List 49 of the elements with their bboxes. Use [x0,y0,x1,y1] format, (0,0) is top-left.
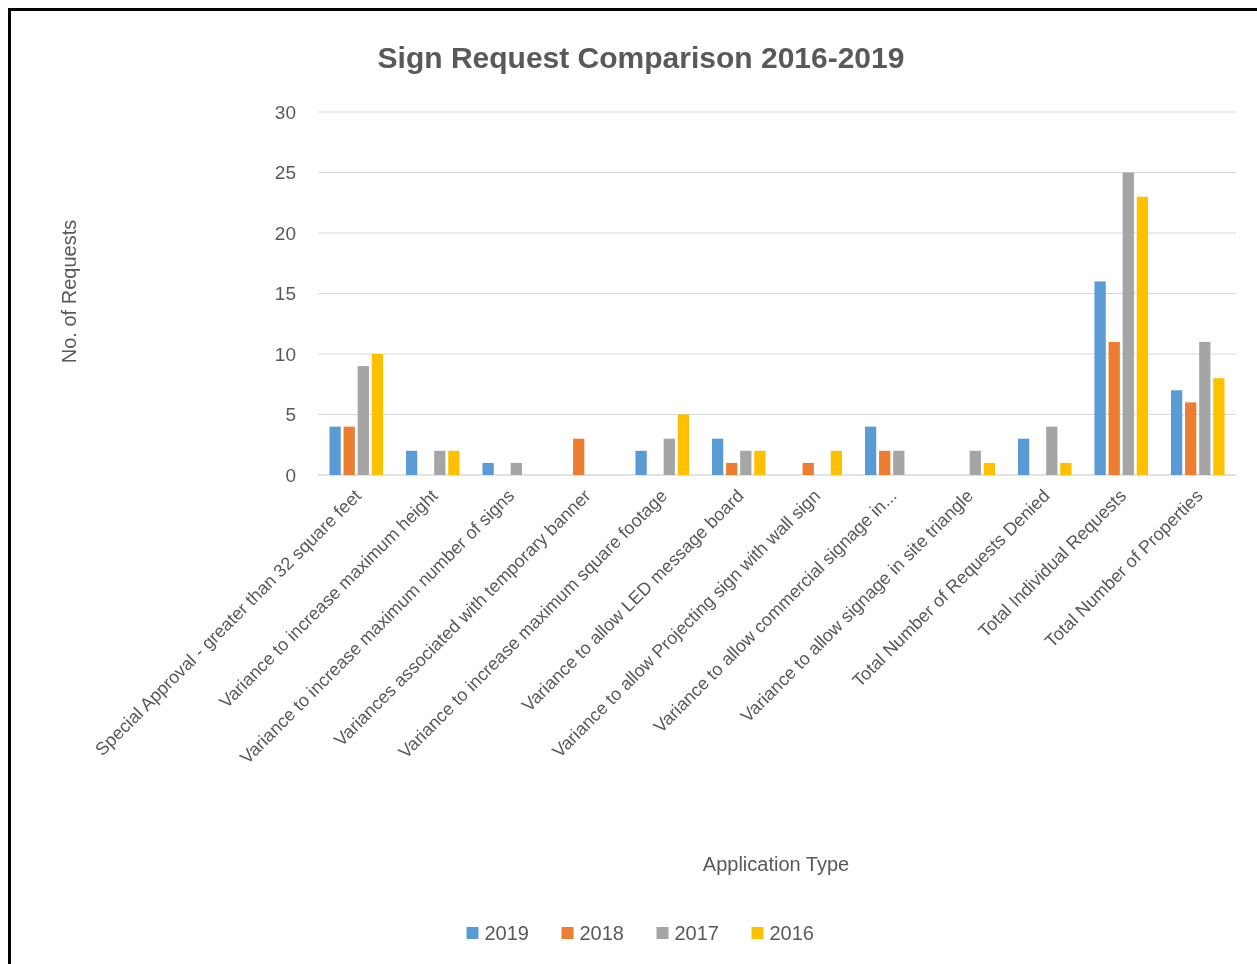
legend-label: 2018 [579,922,624,944]
bar [482,462,494,475]
bar [1017,438,1030,475]
bar [893,450,905,475]
bar [1170,390,1183,475]
bar [969,450,981,475]
y-tick-label: 15 [274,283,296,305]
bar [740,450,752,475]
bar [663,438,675,475]
bar [830,450,843,475]
bar [1094,281,1106,475]
bar [711,438,724,475]
bar [983,462,996,475]
bar [677,414,690,475]
bar [329,426,341,475]
bar [802,462,814,475]
y-tick-label: 10 [274,343,296,365]
bar [1136,196,1149,475]
chart-title: Sign Request Comparison 2016-2019 [377,41,905,74]
bar [1185,402,1197,475]
bar [726,462,738,475]
legend-label: 2017 [674,922,719,944]
bar [879,450,891,475]
bar [510,462,522,475]
bar [343,426,355,475]
bar [635,450,647,475]
bar [434,450,446,475]
bar [1122,172,1134,475]
bar [1060,462,1072,475]
bar [1046,426,1058,475]
y-tick-label: 5 [285,404,296,426]
bar [1199,341,1211,475]
y-tick-label: 25 [274,162,296,184]
x-axis-title: Application Type [702,853,850,875]
bar [864,426,877,475]
legend-label: 2016 [769,922,814,944]
y-tick-label: 20 [274,222,296,244]
bar [1108,341,1120,475]
bar [1213,378,1225,475]
bar [357,366,369,475]
bar [405,450,418,475]
bar [371,354,384,475]
bar [573,438,585,475]
bar [448,450,460,475]
y-tick-label: 0 [285,464,296,486]
y-axis-title: No. of Requests [58,219,80,364]
y-tick-label: 30 [274,101,296,123]
legend-label: 2019 [484,922,529,944]
bar [754,450,766,475]
